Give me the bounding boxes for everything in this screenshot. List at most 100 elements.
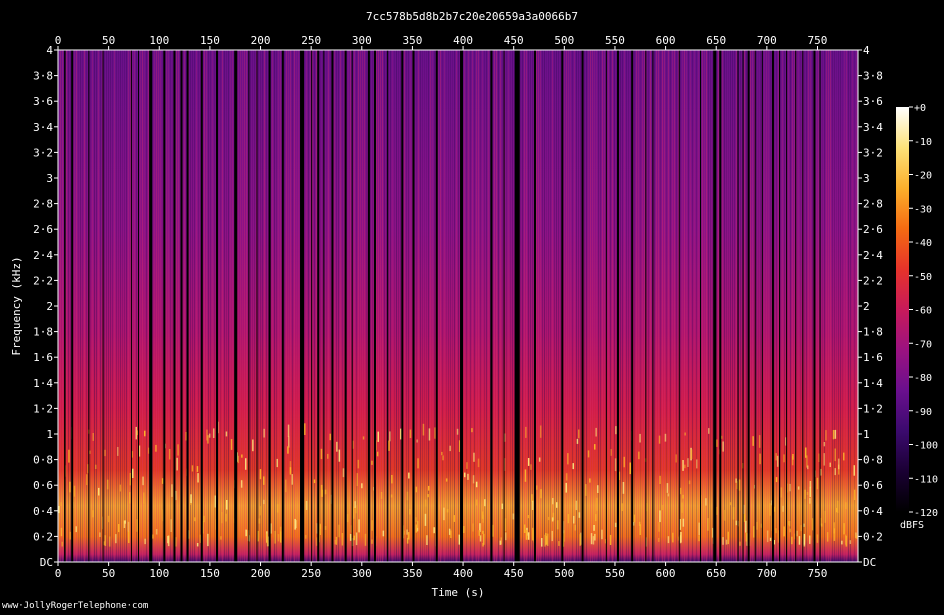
texture-harmonic xyxy=(104,449,106,457)
x-tick-label-top: 200 xyxy=(251,34,271,47)
x-tick-label-bottom: 450 xyxy=(504,567,524,580)
texture-harmonic xyxy=(492,524,494,537)
y-tick-label-left: 0·6 xyxy=(33,479,53,492)
texture-stripe xyxy=(200,50,201,562)
texture-stripe xyxy=(854,50,855,562)
silent-segment xyxy=(533,50,536,562)
texture-stripe xyxy=(506,50,507,562)
texture-harmonic xyxy=(841,540,843,545)
texture-stripe xyxy=(152,50,153,562)
texture-stripe xyxy=(670,50,671,562)
texture-harmonic xyxy=(735,478,737,483)
texture-stripe xyxy=(394,50,395,562)
texture-harmonic xyxy=(572,463,574,470)
texture-stripe xyxy=(800,50,801,562)
texture-harmonic xyxy=(415,524,417,533)
texture-harmonic xyxy=(356,473,359,487)
texture-stripe xyxy=(586,50,587,562)
texture-stripe xyxy=(476,50,477,562)
texture-stripe xyxy=(488,50,489,562)
x-tick-label-bottom: 550 xyxy=(605,567,625,580)
texture-stripe xyxy=(366,50,367,562)
texture-harmonic xyxy=(575,500,578,511)
texture-stripe xyxy=(384,50,385,562)
texture-harmonic xyxy=(527,515,530,519)
texture-stripe xyxy=(288,50,289,562)
texture-harmonic xyxy=(645,503,648,512)
texture-harmonic xyxy=(428,428,431,441)
y-tick-label-left: 1·6 xyxy=(33,351,53,364)
texture-harmonic xyxy=(698,522,700,536)
texture-stripe xyxy=(100,50,101,562)
texture-harmonic xyxy=(639,433,641,443)
texture-stripe xyxy=(846,50,847,562)
texture-stripe xyxy=(290,50,291,562)
texture-stripe xyxy=(112,50,113,562)
texture-harmonic xyxy=(661,504,664,511)
texture-harmonic xyxy=(499,540,502,545)
texture-stripe xyxy=(316,50,317,562)
colorbar: +0 -10 -20 -30 -40 -50 -60 -70 -80 -90 -100 -110 -12… xyxy=(896,103,938,531)
texture-stripe xyxy=(296,50,297,562)
texture-harmonic xyxy=(206,429,208,441)
texture-harmonic xyxy=(241,454,243,458)
y-tick-label-right: 0·2 xyxy=(863,530,883,543)
texture-stripe xyxy=(262,50,263,562)
texture-stripe xyxy=(406,50,407,562)
texture-stripe xyxy=(158,50,159,562)
texture-stripe xyxy=(80,50,81,562)
texture-harmonic xyxy=(75,526,77,533)
texture-stripe xyxy=(690,50,691,562)
texture-harmonic xyxy=(596,497,598,511)
texture-stripe xyxy=(696,50,697,562)
texture-harmonic xyxy=(688,480,691,485)
texture-harmonic xyxy=(138,445,141,457)
texture-stripe xyxy=(828,50,829,562)
silent-segment xyxy=(645,50,647,562)
texture-stripe xyxy=(698,50,699,562)
texture-harmonic xyxy=(191,465,194,472)
y-tick-label-left: 3·6 xyxy=(33,95,53,108)
texture-harmonic xyxy=(538,457,541,462)
texture-harmonic xyxy=(108,536,111,547)
silent-segment xyxy=(281,50,284,562)
texture-harmonic xyxy=(531,494,533,502)
texture-stripe xyxy=(330,50,331,562)
texture-stripe xyxy=(166,50,167,562)
texture-harmonic xyxy=(589,478,591,483)
texture-stripe xyxy=(712,50,713,562)
texture-harmonic xyxy=(352,440,354,449)
texture-harmonic xyxy=(349,533,352,541)
texture-harmonic xyxy=(633,514,636,523)
texture-stripe xyxy=(588,50,589,562)
texture-stripe xyxy=(284,50,285,562)
texture-harmonic xyxy=(417,458,419,469)
texture-harmonic xyxy=(824,510,826,523)
texture-stripe xyxy=(502,50,503,562)
texture-harmonic xyxy=(194,517,196,522)
texture-stripe xyxy=(370,50,371,562)
y-tick-label-left: 2·6 xyxy=(33,223,53,236)
texture-stripe xyxy=(176,50,177,562)
texture-harmonic xyxy=(155,444,157,452)
texture-harmonic xyxy=(103,541,105,546)
texture-harmonic xyxy=(107,515,110,523)
texture-harmonic xyxy=(334,539,337,545)
texture-harmonic xyxy=(816,534,819,543)
texture-stripe xyxy=(94,50,95,562)
texture-harmonic xyxy=(443,507,445,521)
colorbar-tick-label: -100 xyxy=(914,441,938,452)
silent-segment xyxy=(163,50,166,562)
spectrogram-plot-area xyxy=(58,50,858,562)
texture-harmonic xyxy=(615,426,617,435)
silent-segment xyxy=(351,50,353,562)
texture-stripe xyxy=(186,50,187,562)
texture-stripe xyxy=(598,50,599,562)
texture-harmonic xyxy=(338,449,341,462)
texture-stripe xyxy=(704,50,705,562)
texture-harmonic xyxy=(422,423,425,436)
texture-stripe xyxy=(340,50,341,562)
texture-harmonic xyxy=(562,521,565,534)
texture-stripe xyxy=(310,50,311,562)
texture-stripe xyxy=(834,50,835,562)
